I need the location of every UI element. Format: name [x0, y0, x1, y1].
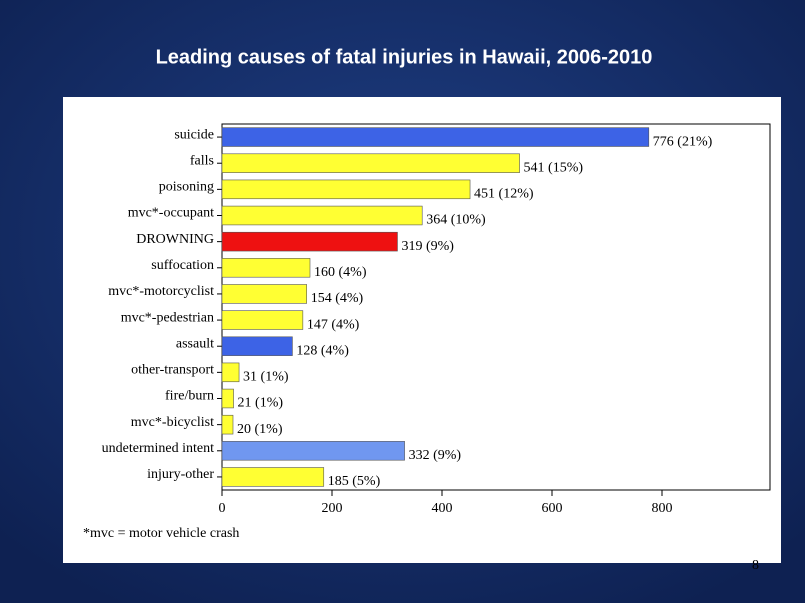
y-tick-label: undetermined intent — [102, 441, 214, 456]
bar — [221, 336, 293, 356]
x-tick-label: 400 — [432, 501, 453, 516]
slide-title: Leading causes of fatal injuries in Hawa… — [156, 46, 653, 68]
y-tick-label: mvc*-occupant — [128, 206, 214, 221]
footnote: *mvc = motor vehicle crash — [83, 526, 239, 541]
chart-panel — [63, 97, 781, 563]
x-tick-label: 600 — [542, 501, 563, 516]
value-label: 154 (4%) — [311, 291, 364, 306]
bar — [221, 284, 307, 304]
y-tick-label: suicide — [174, 127, 214, 142]
value-label: 147 (4%) — [307, 317, 360, 332]
value-label: 364 (10%) — [426, 213, 486, 228]
y-tick-label: poisoning — [159, 180, 214, 195]
y-tick-label: mvc*-bicyclist — [131, 415, 214, 430]
value-label: 332 (9%) — [409, 448, 462, 463]
bar — [221, 127, 650, 147]
value-label: 128 (4%) — [296, 343, 349, 358]
value-label: 31 (1%) — [243, 370, 289, 385]
bar — [221, 310, 304, 330]
y-tick-label: mvc*-motorcyclist — [108, 284, 214, 299]
plot-frame — [221, 123, 771, 491]
y-tick-label: fire/burn — [165, 389, 214, 404]
bar — [221, 258, 311, 278]
y-tick-label: suffocation — [151, 258, 214, 273]
y-tick-label: DROWNING — [136, 232, 214, 247]
y-tick-label: falls — [190, 153, 214, 168]
x-tick-label: 0 — [219, 501, 226, 516]
value-label: 160 (4%) — [314, 265, 367, 280]
bar — [221, 467, 325, 487]
bar — [221, 362, 240, 383]
bar — [221, 179, 471, 200]
value-label: 21 (1%) — [238, 396, 284, 411]
y-tick-label: other-transport — [131, 363, 214, 378]
value-label: 319 (9%) — [401, 239, 454, 254]
bar — [221, 414, 234, 435]
value-label: 451 (12%) — [474, 187, 534, 202]
value-label: 20 (1%) — [237, 422, 283, 437]
bar — [221, 205, 423, 226]
value-label: 776 (21%) — [653, 134, 713, 149]
bar — [221, 388, 234, 409]
y-tick-label: assault — [176, 336, 214, 351]
value-label: 185 (5%) — [328, 474, 381, 489]
x-tick-label: 800 — [652, 501, 673, 516]
y-tick-label: mvc*-pedestrian — [121, 310, 214, 325]
page-number: 8 — [752, 558, 759, 573]
y-tick-label: injury-other — [147, 467, 214, 482]
bar — [221, 153, 520, 173]
bar — [221, 441, 405, 461]
x-tick-label: 200 — [322, 501, 343, 516]
value-label: 541 (15%) — [524, 160, 584, 175]
bar — [221, 231, 398, 252]
